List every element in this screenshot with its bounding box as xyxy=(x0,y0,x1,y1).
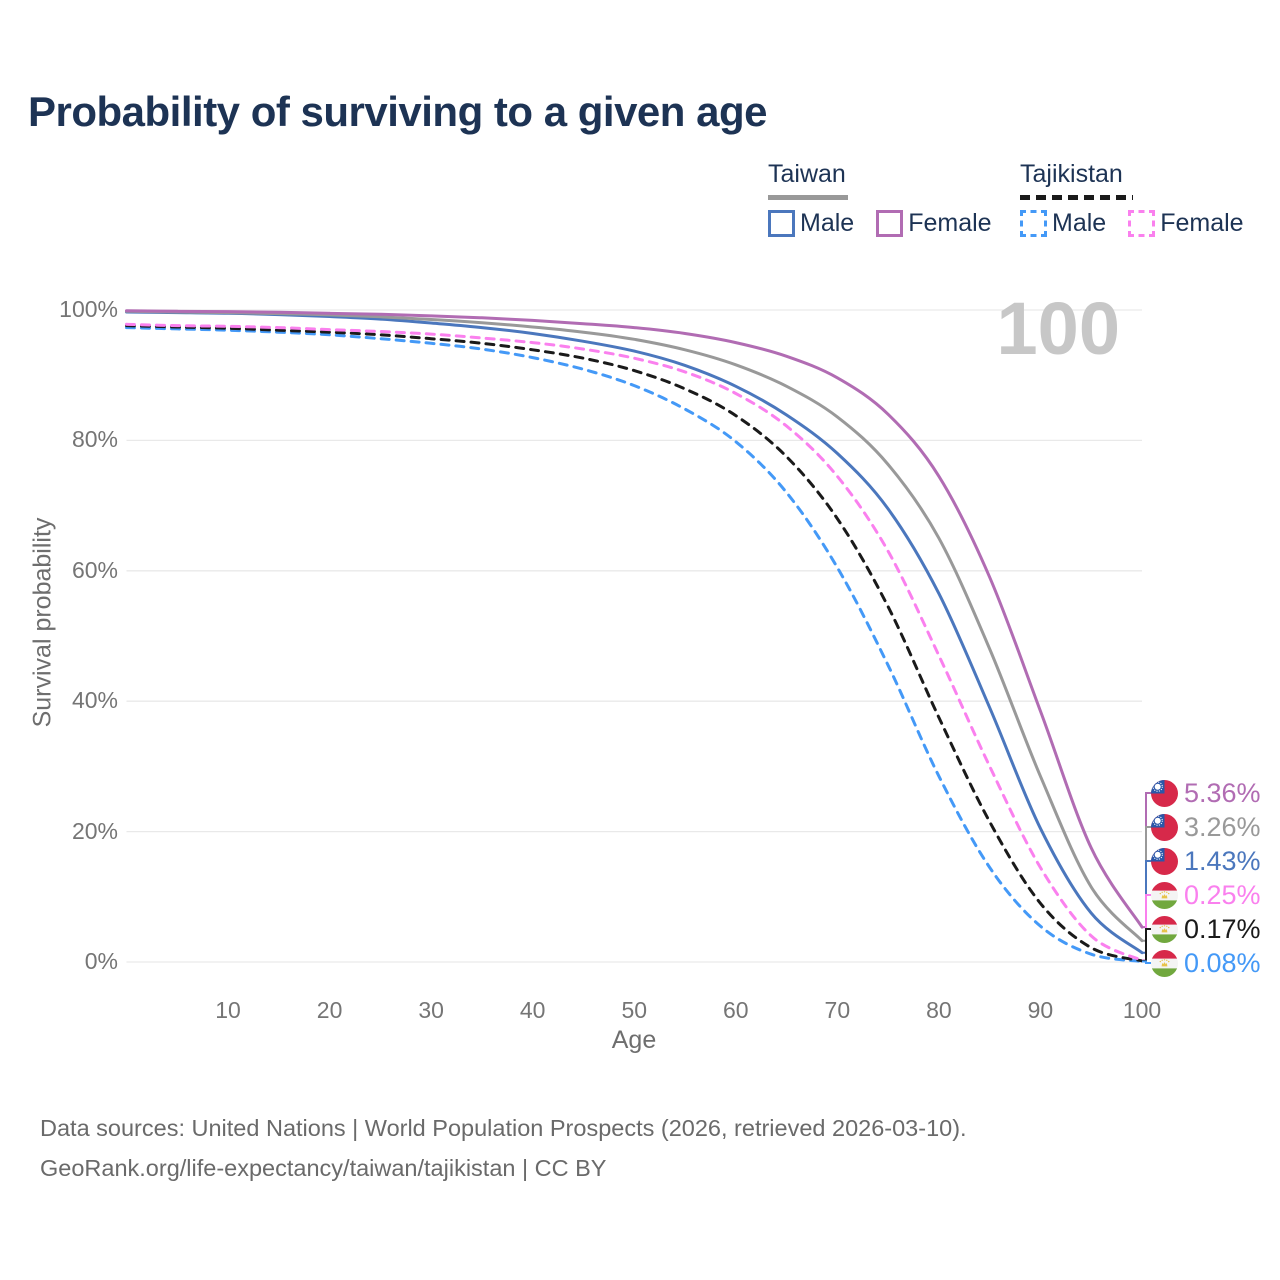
end-label-taiwan-female: 5.36% xyxy=(1151,777,1261,809)
legend-item-label: Female xyxy=(908,209,992,237)
legend-swatch-icon xyxy=(1128,210,1156,237)
legend-swatch-icon xyxy=(1020,210,1047,237)
y-tick-label-100pct: 100% xyxy=(59,296,118,322)
legend-group-taiwan: Taiwan Male Female xyxy=(768,160,992,238)
license-line: GeoRank.org/life-expectancy/taiwan/tajik… xyxy=(40,1155,607,1181)
x-tick-label-70: 70 xyxy=(824,997,851,1023)
end-label-tajikistan-female: 0.25% xyxy=(1151,879,1261,911)
legend-group-title: Taiwan xyxy=(768,160,846,188)
y-tick-label-40pct: 40% xyxy=(71,687,118,714)
y-tick-label-20pct: 20% xyxy=(71,817,118,844)
y-tick-label-60pct: 60% xyxy=(71,556,118,583)
curve-tajikistan-male xyxy=(125,326,1144,963)
legend-item-label: Male xyxy=(1052,209,1107,237)
legend-item-tajikistan-male[interactable]: Male xyxy=(1020,209,1106,238)
end-label-value: 0.25% xyxy=(1184,879,1261,910)
end-label-value: 3.26% xyxy=(1184,811,1261,842)
end-label-tajikistan-male: 0.08% xyxy=(1151,947,1261,979)
x-tick-label-50: 50 xyxy=(621,997,648,1023)
curve-taiwan-female xyxy=(125,309,1144,929)
tajikistan-flag-icon xyxy=(1151,949,1178,977)
taiwan-flag-icon xyxy=(1151,779,1178,807)
legend-item-tajikistan-female[interactable]: Female xyxy=(1128,209,1244,238)
legend-group-title: Tajikistan xyxy=(1020,160,1123,188)
x-tick-label-20: 20 xyxy=(316,997,343,1023)
x-tick-label-100: 100 xyxy=(1122,997,1162,1023)
tajikistan-flag-icon xyxy=(1151,915,1178,943)
x-tick-label-40: 40 xyxy=(519,997,546,1023)
legend-swatch-icon xyxy=(876,210,904,237)
legend-group-underline xyxy=(1020,195,1133,200)
x-tick-label-90: 90 xyxy=(1027,997,1054,1023)
label-connector-tajikistan-both xyxy=(1142,928,1151,962)
x-axis-title: Age xyxy=(611,1026,657,1054)
curve-tajikistan-both xyxy=(125,324,1144,963)
tajikistan-flag-icon xyxy=(1151,881,1178,909)
curve-tajikistan-female xyxy=(125,322,1144,962)
end-label-value: 0.17% xyxy=(1184,913,1261,944)
legend-item-taiwan-male[interactable]: Male xyxy=(768,209,854,238)
curve-taiwan-both xyxy=(125,309,1144,943)
x-tick-label-30: 30 xyxy=(418,997,444,1023)
end-label-taiwan-male: 1.43% xyxy=(1151,845,1261,877)
end-label-tajikistan-both: 0.17% xyxy=(1151,913,1261,945)
age-counter-watermark: 100 xyxy=(996,287,1120,370)
x-tick-label-60: 60 xyxy=(723,997,749,1023)
footer-attribution: Data sources: United Nations | World Pop… xyxy=(40,1108,967,1188)
legend-group-tajikistan: Tajikistan Male Female xyxy=(1020,160,1244,238)
end-label-taiwan-both: 3.26% xyxy=(1151,811,1261,843)
legend-item-label: Female xyxy=(1160,209,1244,237)
legend-item-label: Male xyxy=(800,209,855,237)
legend-item-taiwan-female[interactable]: Female xyxy=(876,209,992,238)
x-tick-label-10: 10 xyxy=(215,997,241,1023)
data-sources-line: Data sources: United Nations | World Pop… xyxy=(40,1115,967,1141)
y-tick-label-0pct: 0% xyxy=(84,948,118,974)
legend-group-underline xyxy=(768,195,848,200)
curve-taiwan-male xyxy=(125,310,1144,955)
y-axis-title: Survival probability xyxy=(28,517,57,728)
chart-title: Probability of surviving to a given age xyxy=(28,88,767,135)
legend-swatch-icon xyxy=(768,210,795,237)
y-tick-label-80pct: 80% xyxy=(71,426,118,453)
end-label-value: 1.43% xyxy=(1184,845,1261,876)
label-connector-tajikistan-male xyxy=(1142,960,1151,964)
taiwan-flag-icon xyxy=(1151,813,1178,841)
end-label-value: 0.08% xyxy=(1184,947,1261,978)
taiwan-flag-icon xyxy=(1151,847,1178,875)
end-label-value: 5.36% xyxy=(1184,777,1261,808)
x-tick-label-80: 80 xyxy=(926,997,952,1023)
